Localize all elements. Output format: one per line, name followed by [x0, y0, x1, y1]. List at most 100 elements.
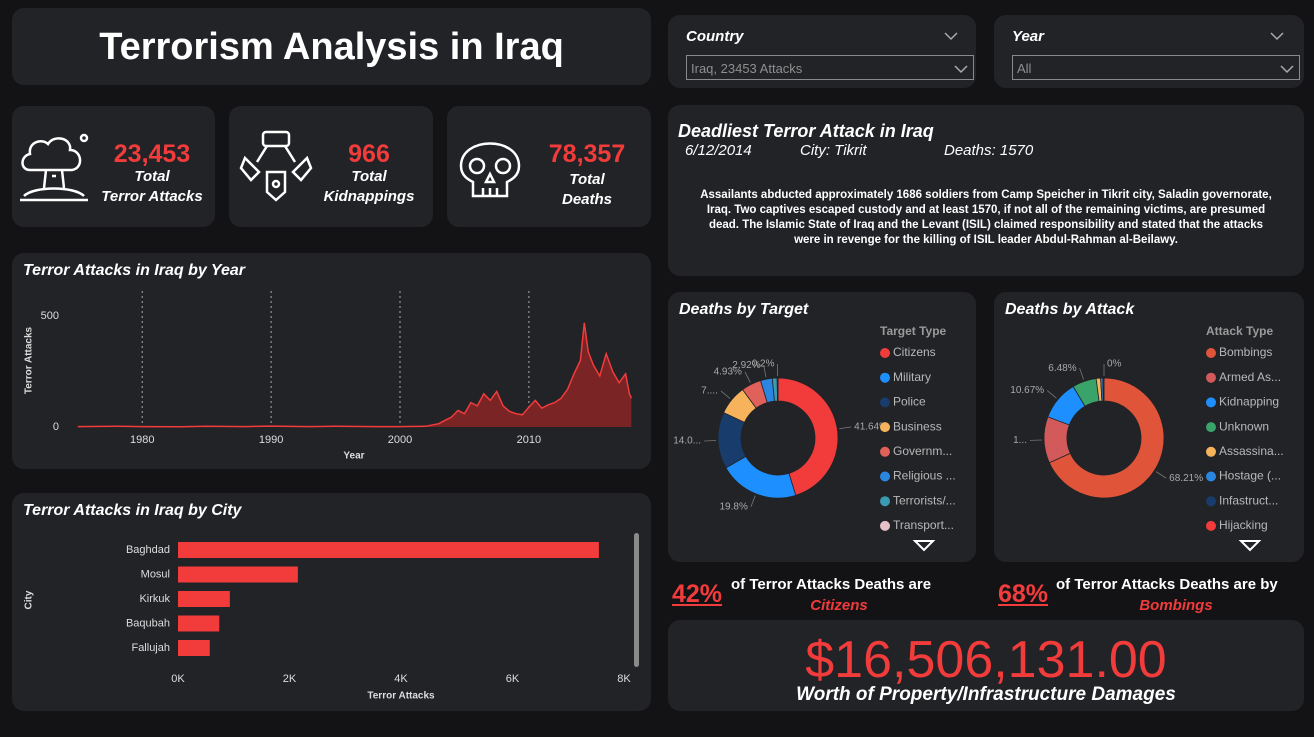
bar-card: Terror Attacks in Iraq by City 0K 2K 4K 6K 8K… — [12, 493, 651, 711]
legend-marker — [1206, 471, 1216, 482]
dropdown-value: All — [1017, 61, 1032, 76]
donut-card: Deaths by Attack 68.21% 1... 10.67% 6.48% 0% A… — [994, 292, 1304, 562]
insight-percent: 42% — [672, 580, 723, 608]
bar-chart: Terror Attacks in Iraq by City 0K 2K 4K 6K 8K… — [23, 502, 639, 702]
legend-label: Infastruct... — [1219, 493, 1278, 507]
legend-label: Armed As... — [1219, 370, 1281, 384]
bar — [178, 640, 210, 656]
y-tick-label: Mosul — [141, 568, 170, 580]
chart-title: Deaths by Target — [679, 301, 809, 318]
attack-city: City: Tikrit — [800, 142, 867, 159]
donut-chart: Deaths by Attack 68.21% 1... 10.67% 6.48% 0% A… — [1005, 301, 1284, 552]
title-card: Terrorism Analysis in Iraq — [12, 8, 651, 85]
legend-marker — [1206, 397, 1216, 408]
dropdown[interactable]: Iraq, 23453 Attacks — [686, 55, 974, 80]
legend-label: Kidnapping — [1219, 395, 1279, 409]
legend-marker — [1206, 446, 1216, 457]
kpi-label: Kidnappings — [323, 188, 415, 205]
line-chart: Terror Attacks in Iraq by Year 1980 1990 20… — [23, 262, 633, 462]
dropdown-value: Iraq, 23453 Attacks — [691, 61, 803, 76]
x-tick-label: 1980 — [130, 434, 154, 446]
leader-line — [763, 365, 767, 378]
deadliest-card: Deadliest Terror Attack in Iraq 6/12/201… — [668, 105, 1304, 276]
skull-icon — [459, 142, 521, 198]
insight-highlight: Citizens — [810, 597, 868, 614]
slice — [1048, 377, 1165, 499]
legend-label: Military — [893, 370, 931, 384]
kpi-label: Total — [351, 168, 387, 185]
legend-marker — [1206, 372, 1216, 383]
attack-description: Assailants abducted approximately 1686 s… — [700, 189, 1272, 246]
chevron[interactable] — [944, 31, 958, 41]
chevron[interactable] — [1270, 31, 1284, 41]
insight-highlight: Bombings — [1139, 597, 1213, 614]
slice-label: 7.... — [701, 386, 718, 397]
x-tick-label: 1990 — [259, 434, 283, 446]
chevron — [1280, 65, 1294, 74]
bar — [178, 591, 230, 607]
legend-label: Police — [893, 395, 926, 409]
filter-label: Country — [686, 28, 744, 45]
x-tick-label: 4K — [394, 673, 408, 685]
slice-label: 4.93% — [714, 366, 742, 377]
x-tick-label: 6K — [506, 673, 520, 685]
dropdown[interactable]: All — [1012, 55, 1300, 80]
damages-amount: $16,506,131.00 — [805, 631, 1167, 689]
kpi-value: 966 — [348, 140, 390, 168]
leader-line — [744, 371, 751, 383]
legend-marker — [1206, 422, 1216, 433]
donut-card: Deaths by Target 41.64% 19.8% 14.0... 7.... 4… — [668, 292, 976, 562]
insight-percent: 68% — [998, 580, 1049, 608]
slice — [777, 377, 839, 496]
legend-label: Citizens — [893, 345, 936, 359]
line-card: Terror Attacks in Iraq by Year 1980 1990 20… — [12, 253, 651, 469]
leader-line — [1155, 471, 1167, 479]
kpi-label: Terror Attacks — [101, 188, 203, 205]
slice-label: 6.48% — [1048, 363, 1076, 374]
bar — [178, 542, 599, 558]
kpi-label: Total — [569, 171, 605, 188]
card-title: Deadliest Terror Attack in Iraq — [678, 121, 934, 141]
kpi-label: Total — [134, 168, 170, 185]
bar — [178, 566, 298, 583]
legend-label: Unknown — [1219, 419, 1269, 433]
slice — [1102, 377, 1105, 402]
chart-title: Terror Attacks in Iraq by Year — [23, 262, 246, 279]
slice-label: 0% — [1107, 359, 1122, 370]
x-tick-label: 0K — [171, 673, 185, 685]
kpi-card: 23,453 Total Terror Attacks — [12, 106, 215, 227]
scroll-arrow[interactable] — [1238, 540, 1262, 552]
area — [77, 322, 632, 427]
legend-marker — [1206, 496, 1216, 507]
legend-marker — [880, 496, 890, 507]
leader-line — [720, 390, 731, 399]
kpi-card: 966 Total Kidnappings — [229, 106, 433, 227]
kpi-value: 23,453 — [113, 140, 191, 168]
chart-title: Deaths by Attack — [1005, 301, 1135, 318]
page-title: Terrorism Analysis in Iraq — [99, 26, 564, 68]
legend-label: Bombings — [1219, 345, 1272, 359]
explosion-icon — [20, 133, 89, 202]
leader-line — [839, 426, 852, 430]
slice-label: 41.64% — [854, 422, 888, 433]
y-tick-label: Kirkuk — [139, 593, 170, 605]
attack-date: 6/12/2014 — [685, 142, 752, 159]
slice-label: 10.67% — [1010, 385, 1044, 396]
x-tick-label: 2010 — [517, 434, 541, 446]
chevron — [954, 65, 968, 74]
slice-label: 1... — [1013, 435, 1027, 446]
scrollbar[interactable] — [634, 533, 639, 667]
legend-marker — [880, 397, 890, 408]
x-axis-label: Terror Attacks — [367, 691, 435, 702]
leader-line — [750, 495, 756, 507]
legend-marker — [1206, 348, 1216, 358]
attack-deaths: Deaths: 1570 — [944, 142, 1034, 159]
y-tick-label: 500 — [41, 310, 59, 322]
x-tick-label: 2K — [283, 673, 297, 685]
damages-label: Worth of Property/Infrastructure Damages — [796, 684, 1176, 705]
damages-card: $16,506,131.00 Worth of Property/Infrast… — [668, 620, 1304, 711]
y-tick-label: Fallujah — [131, 642, 170, 654]
slice — [725, 455, 797, 499]
scroll-arrow[interactable] — [912, 540, 936, 552]
